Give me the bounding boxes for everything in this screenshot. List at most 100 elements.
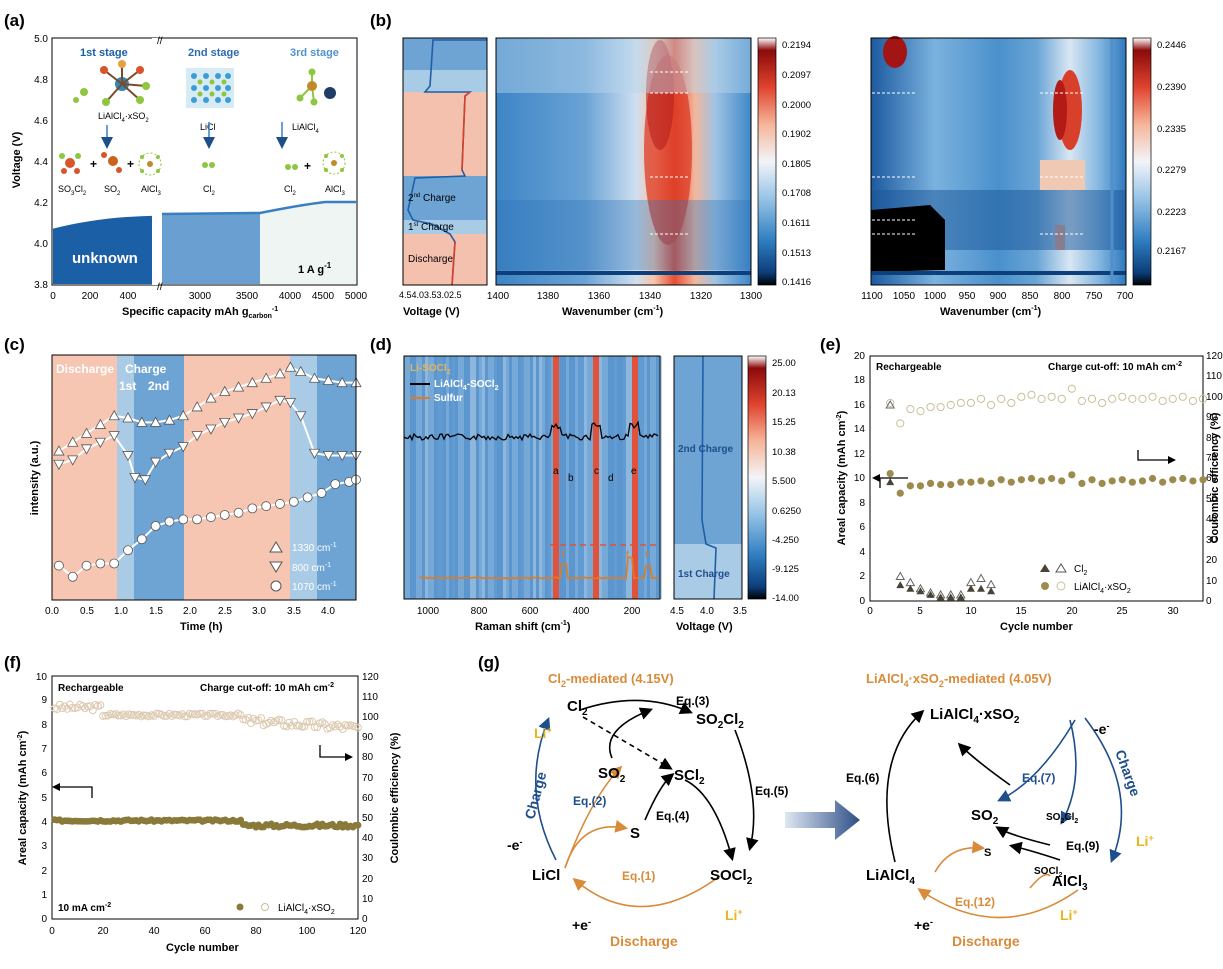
- ce-lialcl4-29: [1178, 392, 1187, 401]
- ce-point-31: [127, 711, 135, 719]
- ce-point-2: [53, 705, 61, 714]
- point-1330-19: [308, 372, 321, 383]
- svg-text:1000: 1000: [417, 606, 440, 617]
- cap-lialcl4-20: [1088, 476, 1096, 484]
- cap-lialcl4-22: [1108, 477, 1116, 485]
- point-1330-5: [122, 412, 134, 423]
- point-1070-20: [330, 479, 341, 490]
- cap-lialcl4-13: [1017, 476, 1025, 484]
- discharge-label-right: Discharge: [952, 933, 1020, 949]
- panel-b-voltage-strip: 2nd Charge 1st Charge Discharge 4.54.03.…: [399, 37, 488, 318]
- cap-lialcl4-9: [977, 477, 985, 485]
- point-800-9: [163, 448, 176, 460]
- panel-f-cutoff: Charge cut-off: 10 mAh cm-2: [200, 682, 334, 694]
- ce-lialcl4-18: [1067, 384, 1076, 393]
- panel-b: (b) 2nd Charge 1st Charge Discharge 4.54…: [370, 11, 1186, 318]
- ce-lialcl4-23: [1118, 392, 1127, 401]
- ce-point-74: [236, 711, 245, 719]
- svg-text:1: 1: [41, 890, 47, 901]
- svg-text:10: 10: [854, 473, 866, 484]
- panel-f-tag: Rechargeable: [58, 683, 124, 694]
- svg-text:100: 100: [299, 926, 316, 937]
- plus-e-right: +e-: [914, 917, 933, 933]
- svg-text:3.0: 3.0: [252, 606, 266, 617]
- ce-lialcl4-9: [976, 394, 986, 403]
- cap-lialcl4-25: [1138, 477, 1147, 485]
- transition-arrow-icon: [785, 800, 860, 840]
- ce-point-59: [198, 709, 207, 718]
- right-eq-labels: Eq.(6) Eq.(7) Eq.(9) Eq.(12): [846, 771, 1099, 909]
- ce-point-28: [119, 710, 128, 719]
- cap-lialcl4-31: [1199, 476, 1207, 484]
- point-800-11: [191, 431, 203, 442]
- right-cycle-labels: -e- Charge Li+ +e- Discharge Li+: [914, 721, 1154, 949]
- point-800-16: [260, 402, 272, 413]
- axis-break: //: [157, 36, 163, 47]
- region-2nd-charge: 2nd Charge: [408, 193, 456, 204]
- ce-lialcl4-19: [1077, 396, 1087, 406]
- svg-text:3: 3: [41, 841, 47, 852]
- ce-point-107: [320, 720, 329, 729]
- svg-text:6: 6: [41, 768, 47, 779]
- unknown-label: unknown: [72, 250, 138, 267]
- svg-text:20: 20: [854, 351, 866, 362]
- svg-text:1360: 1360: [588, 291, 611, 302]
- ce-point-101: [305, 717, 314, 726]
- species-so2cl2: SO3Cl2: [58, 184, 87, 197]
- point-1330-21: [336, 376, 348, 388]
- ce-lialcl4-12: [1007, 398, 1016, 408]
- cbar1-ticks: 0.2194 0.2097 0.2000 0.1902 0.1805 0.170…: [782, 40, 811, 288]
- point-1330-17: [284, 361, 297, 372]
- ce-point-92: [282, 722, 291, 731]
- point-800-18: [284, 398, 297, 409]
- svg-text:100: 100: [1206, 392, 1223, 403]
- species-cl2: Cl2: [203, 184, 216, 197]
- panel-e-tag: Rechargeable: [876, 362, 942, 373]
- cap-lialcl4-4: [926, 479, 935, 487]
- svg-text:800: 800: [471, 606, 488, 617]
- point-800-6: [129, 473, 141, 484]
- svg-text:0.0: 0.0: [45, 606, 59, 617]
- point-800-20: [308, 448, 321, 460]
- ce-point-66: [216, 711, 225, 719]
- point-1330-4: [108, 409, 120, 421]
- panel-f-plot: [50, 700, 362, 831]
- charge-label-right: Charge: [1112, 748, 1144, 799]
- svg-text:100: 100: [362, 712, 379, 723]
- panel-d-cbar-ticks: 25.00 20.13 15.25 10.38 5.500 0.6250 -4.…: [772, 358, 801, 604]
- ce-point-104: [313, 723, 322, 732]
- cap-cl2-1: [896, 581, 905, 589]
- cap-lialcl4-19: [1078, 479, 1086, 487]
- panel-d: (d) Li-SOCl2 LiAlCl4-SOCl2 Sulfur a b c …: [370, 335, 801, 633]
- svg-text:8: 8: [859, 498, 865, 509]
- svg-text:4: 4: [41, 817, 47, 828]
- cap-lialcl4-10: [987, 479, 995, 487]
- band-discharge: Discharge: [56, 362, 114, 376]
- band-charge: Charge: [125, 362, 167, 376]
- svg-text:1380: 1380: [537, 291, 560, 302]
- ce-lialcl4-26: [1148, 392, 1157, 401]
- point-1070-3: [95, 558, 106, 569]
- point-1070-6: [136, 534, 147, 545]
- svg-text:15: 15: [1015, 606, 1027, 617]
- point-1070-11: [206, 512, 216, 523]
- point-800-10: [177, 442, 189, 453]
- species-alcl3: AlCl3: [141, 184, 162, 197]
- point-1330-14: [246, 376, 259, 388]
- ce-point-120: [354, 723, 362, 732]
- svg-text:4.0: 4.0: [700, 606, 714, 617]
- molecule-alcl3b-icon: [322, 151, 346, 175]
- point-1070-4: [109, 558, 120, 569]
- svg-text:0.2000: 0.2000: [782, 100, 811, 111]
- ce-point-61: [203, 711, 212, 720]
- point-1330-2: [80, 427, 93, 438]
- ce-point-58: [196, 709, 204, 718]
- svg-text:110: 110: [362, 692, 378, 703]
- cap-cl2-0: [886, 478, 895, 486]
- point-1070-0: [54, 560, 64, 571]
- point-800-17: [274, 395, 286, 407]
- node-so2-left: SO2: [598, 765, 626, 785]
- panel-c: (c) Discharge Charge 1st 2nd 1330 cm-1 8…: [4, 335, 362, 633]
- ce-point-62: [206, 709, 215, 718]
- svg-text:0.1805: 0.1805: [782, 159, 811, 170]
